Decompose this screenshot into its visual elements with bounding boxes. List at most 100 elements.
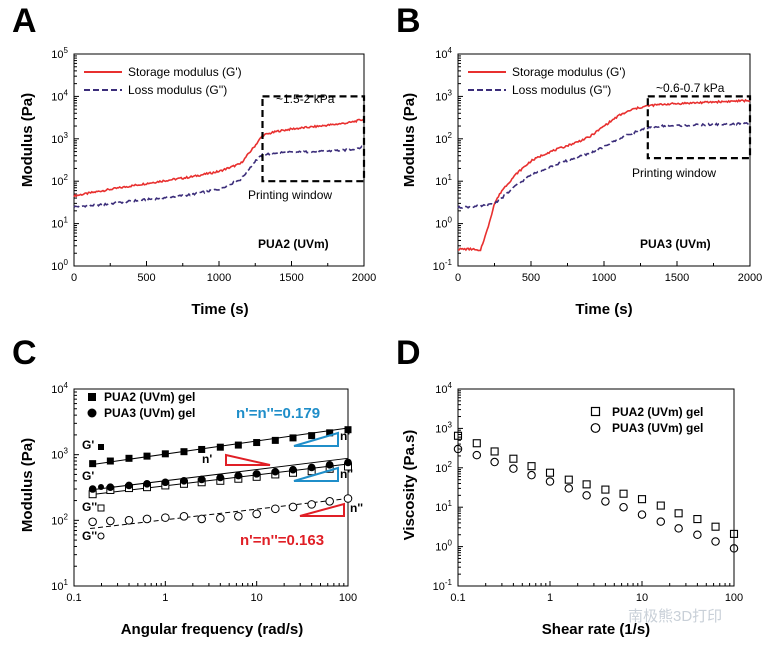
x-tick-label: 500 xyxy=(137,272,155,284)
y-tick-label: 103 xyxy=(435,88,452,103)
data-point-open-circle xyxy=(179,512,189,521)
y-tick-label: 104 xyxy=(435,46,452,61)
y-tick-label: 101 xyxy=(51,578,68,593)
x-tick-label: 1500 xyxy=(279,272,303,284)
y-tick-label: 102 xyxy=(51,173,68,188)
y-tick-label: 103 xyxy=(51,131,68,146)
panel-c-ylabel: Modulus (Pa) xyxy=(19,438,36,532)
data-point-open-circle xyxy=(161,513,170,522)
data-point-open-circle xyxy=(619,502,628,512)
x-tick-label: 500 xyxy=(522,272,540,284)
data-point-circle xyxy=(197,475,206,484)
panel-a-plot-area: 0 500 1000 1500 2000 100 101 102 103 104 105 xyxy=(51,46,376,284)
blue-slope-triangle-n-prime xyxy=(293,431,339,447)
pua2-g-prime-label: G' xyxy=(82,438,94,452)
x-tick-label: 1 xyxy=(547,592,553,604)
data-point-open-square xyxy=(564,475,573,484)
panel-b-range-label: ~0.6-0.7 kPa xyxy=(656,81,725,95)
data-point-circle xyxy=(344,458,352,467)
panel-a-range-label: ~1.5-2 kPa xyxy=(276,92,335,106)
x-tick-label: 2000 xyxy=(352,272,376,284)
x-tick-label: 1 xyxy=(162,592,168,604)
legend-label-storage: Storage modulus (G') xyxy=(128,65,242,79)
panel-letter-d: D xyxy=(396,334,421,372)
data-point-open-circle xyxy=(453,444,463,454)
x-tick-label: 0.1 xyxy=(66,592,81,604)
data-point-open-circle xyxy=(88,517,97,527)
data-point-square xyxy=(198,445,206,453)
pua2-g-prime-marker xyxy=(98,444,104,450)
x-tick-label: 0.1 xyxy=(450,592,465,604)
data-point-open-circle xyxy=(729,544,739,553)
blue-slope-triangle-n-double-prime xyxy=(293,466,339,482)
data-point-circle xyxy=(289,465,297,474)
watermark: 南极熊3D打印 xyxy=(628,608,722,625)
data-point-open-circle xyxy=(106,516,115,526)
x-tick-label: 10 xyxy=(251,592,263,604)
y-tick-label: 10-1 xyxy=(433,578,453,593)
data-point-open-square xyxy=(601,485,610,494)
legend-marker-pua3 xyxy=(590,423,601,433)
data-point-circle xyxy=(307,463,316,472)
data-point-open-circle xyxy=(656,517,666,526)
legend-label-pua3: PUA3 (UVm) gel xyxy=(612,421,703,435)
blue-exponent-equation: n'=n''=0.179 xyxy=(236,405,320,422)
y-tick-label: 102 xyxy=(435,460,452,475)
data-point-square xyxy=(289,434,297,442)
legend-label-loss: Loss modulus (G'') xyxy=(512,83,611,97)
data-point-square xyxy=(161,450,169,458)
data-point-open-circle xyxy=(637,510,647,519)
printing-window-box xyxy=(261,95,366,183)
panel-b-xlabel: Time (s) xyxy=(575,301,632,318)
data-point-open-square xyxy=(509,454,518,463)
panel-b-ylabel: Modulus (Pa) xyxy=(401,93,418,187)
panel-c-plot-area: 0.1 1 10 100 101 102 103 104 G' G'' G' G'' n'=n''=0.… xyxy=(51,381,363,604)
data-point-open-circle xyxy=(124,516,134,525)
data-point-circle xyxy=(325,461,334,469)
data-point-open-square xyxy=(674,509,683,518)
data-point-open-square xyxy=(619,489,628,498)
data-point-open-square xyxy=(729,529,739,538)
data-point-open-circle xyxy=(271,504,280,514)
panel-b-sample-label: PUA3 (UVm) xyxy=(640,237,711,251)
panel-a: A Modulus (Pa) Time (s) 0 500 1000 1500 2000… xyxy=(12,2,376,318)
panel-a-sample-label: PUA2 (UVm) xyxy=(258,237,329,251)
red-slope-triangle-n-double-prime xyxy=(299,502,345,517)
data-point-open-circle xyxy=(216,513,225,523)
data-point-square xyxy=(344,426,352,434)
data-point-open-circle xyxy=(142,514,152,524)
data-point-open-circle xyxy=(490,457,499,467)
data-point-open-circle xyxy=(288,502,298,512)
data-point-open-square xyxy=(472,439,481,448)
data-point-open-circle xyxy=(509,464,518,473)
x-tick-label: 100 xyxy=(725,592,743,604)
data-point-open-circle xyxy=(711,537,720,546)
x-tick-label: 0 xyxy=(455,272,461,284)
panel-d: D Viscosity (Pa.s) Shear rate (1/s) 0.1 1… xyxy=(396,334,743,638)
data-point-square xyxy=(308,432,316,440)
printing-window-box xyxy=(646,95,752,160)
y-tick-label: 101 xyxy=(435,173,452,188)
pua2-g-double-prime-marker xyxy=(97,504,105,512)
x-tick-label: 1500 xyxy=(665,272,689,284)
panel-c: C Modulus (Pa) Angular frequency (rad/s)… xyxy=(12,334,363,638)
panel-letter-c: C xyxy=(12,334,37,372)
data-point-square xyxy=(216,443,224,451)
data-point-open-square xyxy=(490,447,499,456)
y-tick-label: 103 xyxy=(51,447,68,462)
y-tick-label: 105 xyxy=(51,46,68,61)
data-point-square xyxy=(234,441,242,449)
data-point-open-circle xyxy=(693,530,702,539)
pua3-g-double-prime-label: G'' xyxy=(82,529,97,543)
legend-marker-pua2 xyxy=(88,393,96,401)
panel-a-ylabel: Modulus (Pa) xyxy=(19,93,36,187)
data-point-circle xyxy=(271,467,280,476)
data-point-circle xyxy=(143,480,151,488)
y-tick-label: 10-1 xyxy=(433,258,453,273)
legend-label-loss: Loss modulus (G'') xyxy=(128,83,227,97)
data-point-square xyxy=(143,452,151,460)
x-tick-label: 0 xyxy=(71,272,77,284)
x-tick-label: 2000 xyxy=(738,272,762,284)
data-point-open-square xyxy=(637,495,647,504)
legend-label-pua3: PUA3 (UVm) gel xyxy=(104,406,195,420)
